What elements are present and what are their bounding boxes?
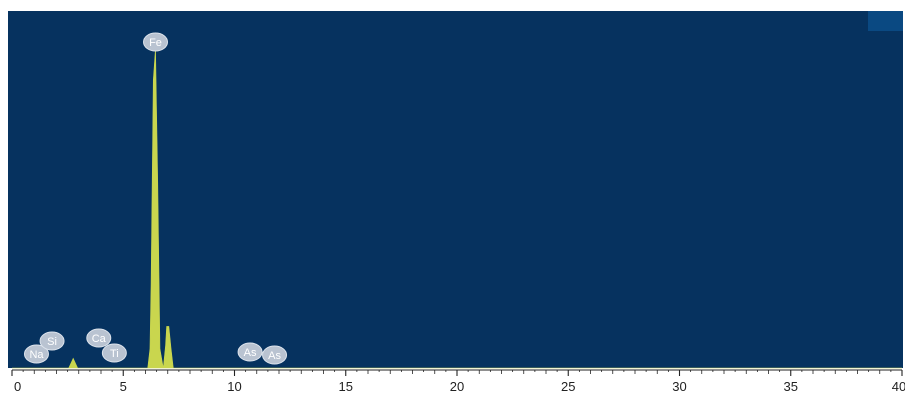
peak-label-fe-4: Fe xyxy=(143,32,169,52)
spectrum-series-0 xyxy=(12,47,902,369)
peak-label-as-5: As xyxy=(237,342,263,362)
series-layer xyxy=(12,47,902,369)
x-axis-tick-label: 15 xyxy=(339,379,353,394)
peak-label-text: As xyxy=(244,347,257,359)
x-axis-tick-label: 40 xyxy=(892,379,905,394)
peak-label-ti-3: Ti xyxy=(101,343,127,363)
peak-label-bubble xyxy=(262,345,288,365)
peak-label-bubble xyxy=(39,331,65,351)
peak-label-text: Fe xyxy=(149,37,162,49)
peak-label-as-6: As xyxy=(262,345,288,365)
x-axis-tick-label: 20 xyxy=(450,379,464,394)
x-axis: 0 5 10 15 20 25 30 35 40 xyxy=(11,369,905,394)
peak-label-ca-2: Ca xyxy=(86,328,112,348)
x-axis-tick-label: 0 xyxy=(14,379,21,394)
plot-background xyxy=(8,11,903,368)
peak-label-text: Si xyxy=(47,336,57,348)
peak-label-si-1: Si xyxy=(39,331,65,351)
x-axis-tick-label: 10 xyxy=(227,379,241,394)
peak-label-bubble xyxy=(101,343,127,363)
x-axis-tick-label: 25 xyxy=(561,379,575,394)
peak-label-text: Ti xyxy=(110,348,119,360)
peak-label-na-0: Na xyxy=(23,344,49,364)
x-axis-tick-label: 30 xyxy=(672,379,686,394)
x-axis-tick-label: 35 xyxy=(784,379,798,394)
plot-corner-accent xyxy=(868,11,903,31)
peak-label-bubble xyxy=(237,342,263,362)
peak-label-text: As xyxy=(268,350,281,362)
peak-label-bubble xyxy=(86,328,112,348)
peak-label-bubble xyxy=(143,32,169,52)
peak-label-text: Ca xyxy=(92,333,107,345)
x-axis-tick-label: 5 xyxy=(120,379,127,394)
peak-label-text: Na xyxy=(29,349,44,361)
peak-label-bubble xyxy=(23,344,49,364)
